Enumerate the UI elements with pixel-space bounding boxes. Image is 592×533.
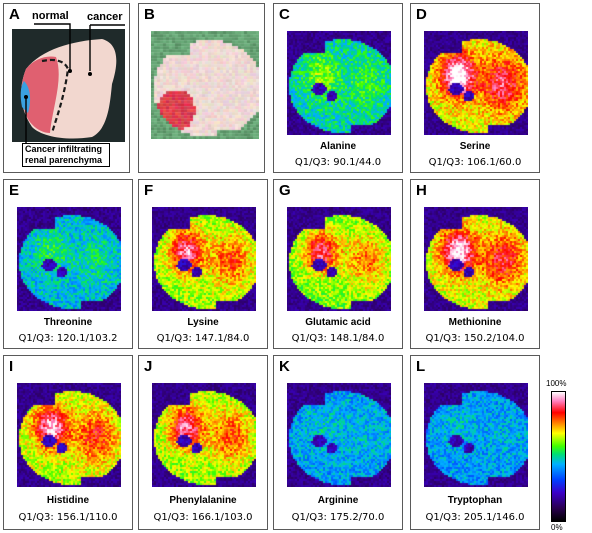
panel-letter: E <box>9 182 20 199</box>
panel-name: Lysine <box>187 317 219 328</box>
tryptophan-heatmap <box>424 383 528 487</box>
panel-name: Threonine <box>43 317 93 328</box>
serine-heatmap <box>424 31 528 135</box>
lysine-heatmap <box>152 207 256 311</box>
threonine-heatmap <box>17 207 121 311</box>
panel-q: Q1/Q3: 90.1/44.0 <box>294 157 382 168</box>
panel-c: C Alanine Q1/Q3: 90.1/44.0 <box>273 3 403 173</box>
glutamic-acid-heatmap <box>287 207 391 311</box>
panel-e: E Threonine Q1/Q3: 120.1/103.2 <box>3 179 133 349</box>
panel-letter: B <box>144 6 155 23</box>
pixelated-tissue-image <box>151 31 259 139</box>
panel-q: Q1/Q3: 106.1/60.0 <box>428 157 522 168</box>
panel-name: Methionine <box>448 317 502 328</box>
panel-a: A normal cancer Cancer infiltrating rena… <box>3 3 130 173</box>
intensity-colorbar <box>551 391 566 522</box>
panel-letter: L <box>416 358 426 375</box>
panel-j: J Phenylalanine Q1/Q3: 166.1/103.0 <box>138 355 268 530</box>
panel-q: Q1/Q3: 205.1/146.0 <box>425 512 525 523</box>
arginine-heatmap <box>287 383 391 487</box>
panel-g: G Glutamic acid Q1/Q3: 148.1/84.0 <box>273 179 403 349</box>
panel-l: L Tryptophan Q1/Q3: 205.1/146.0 <box>410 355 540 530</box>
panel-name: Arginine <box>317 495 359 506</box>
panel-name: Histidine <box>46 495 90 506</box>
panel-name: Glutamic acid <box>305 317 371 328</box>
panel-letter: G <box>279 182 291 199</box>
panel-q: Q1/Q3: 156.1/110.0 <box>18 512 118 523</box>
panel-name: Tryptophan <box>447 495 503 506</box>
normal-label: normal <box>32 10 69 22</box>
panel-letter: H <box>416 182 427 199</box>
panel-q: Q1/Q3: 166.1/103.0 <box>153 512 253 523</box>
panel-q: Q1/Q3: 148.1/84.0 <box>291 333 385 344</box>
panel-f: F Lysine Q1/Q3: 147.1/84.0 <box>138 179 268 349</box>
methionine-heatmap <box>424 207 528 311</box>
colorbar-top-label: 100% <box>546 379 567 388</box>
panel-name: Serine <box>459 141 491 152</box>
panel-letter: C <box>279 6 290 23</box>
panel-letter: F <box>144 182 154 199</box>
panel-q: Q1/Q3: 150.2/104.0 <box>425 333 525 344</box>
infiltrating-label: Cancer infiltrating renal parenchyma <box>22 143 110 167</box>
panel-d: D Serine Q1/Q3: 106.1/60.0 <box>410 3 540 173</box>
panel-q: Q1/Q3: 175.2/70.0 <box>291 512 385 523</box>
panel-letter: D <box>416 6 427 23</box>
panel-letter: A <box>9 6 20 23</box>
panel-h: H Methionine Q1/Q3: 150.2/104.0 <box>410 179 540 349</box>
panel-q: Q1/Q3: 120.1/103.2 <box>18 333 118 344</box>
panel-i: I Histidine Q1/Q3: 156.1/110.0 <box>3 355 133 530</box>
panel-name: Alanine <box>319 141 357 152</box>
panel-b: B <box>138 3 265 173</box>
cancer-label: cancer <box>87 11 123 23</box>
histidine-heatmap <box>17 383 121 487</box>
panel-letter: I <box>9 358 14 375</box>
tissue-photo <box>12 29 125 142</box>
panel-name: Phenylalanine <box>169 495 237 506</box>
annotation-lines <box>25 23 125 144</box>
phenylalanine-heatmap <box>152 383 256 487</box>
alanine-heatmap <box>287 31 391 135</box>
panel-letter: K <box>279 358 290 375</box>
panel-q: Q1/Q3: 147.1/84.0 <box>156 333 250 344</box>
panel-k: K Arginine Q1/Q3: 175.2/70.0 <box>273 355 403 530</box>
panel-letter: J <box>144 358 153 375</box>
colorbar-bottom-label: 0% <box>551 523 563 532</box>
